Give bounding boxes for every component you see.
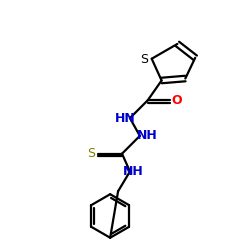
Text: O: O xyxy=(171,94,182,107)
Text: HN: HN xyxy=(114,112,136,124)
Text: S: S xyxy=(88,147,96,160)
Text: NH: NH xyxy=(137,130,158,142)
Text: S: S xyxy=(140,53,148,66)
Text: NH: NH xyxy=(122,165,143,178)
